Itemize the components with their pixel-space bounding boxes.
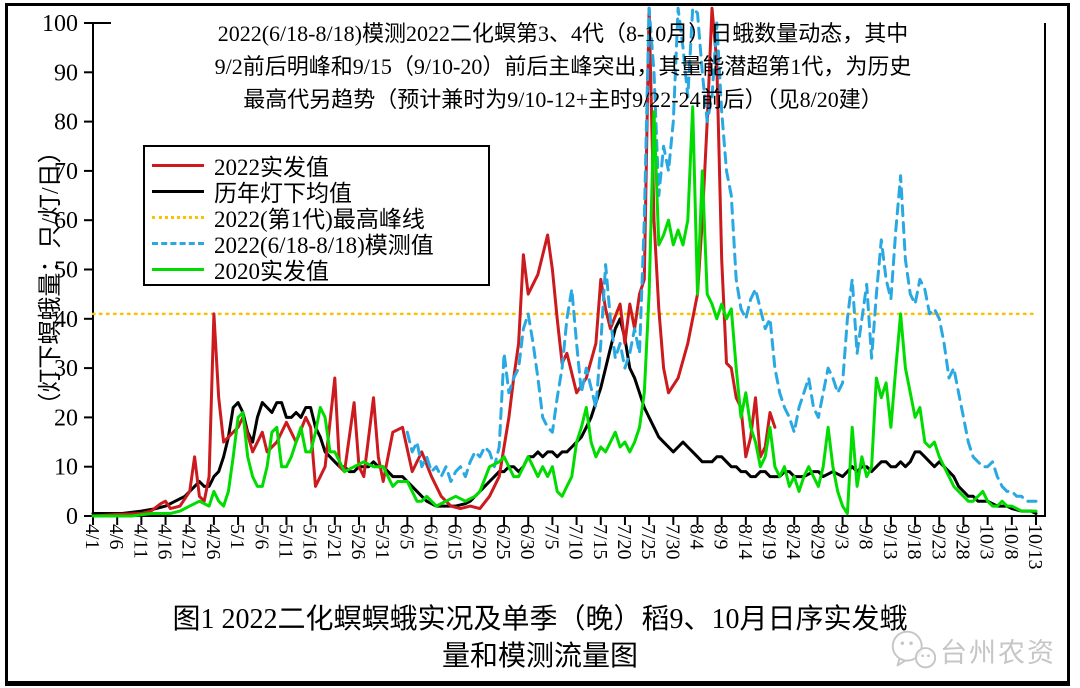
legend-row-3: 2022(第1代)最高峰线 [152, 204, 488, 232]
x-tick-label: 6/25 [492, 524, 514, 560]
legend-row-5: 2020实发值 [152, 256, 488, 284]
y-axis-title-text: （灯下螟蛾量：只/灯/日） [38, 139, 64, 417]
y-tick-label: 0 [66, 504, 78, 530]
x-tick-label: 7/25 [637, 524, 659, 560]
y-tick-label: 60 [54, 208, 78, 234]
x-tick-label: 9/13 [879, 524, 901, 560]
x-tick-label: 9/18 [903, 524, 925, 560]
x-tick-label: 10/8 [1000, 524, 1022, 560]
x-tick-label: 8/29 [806, 524, 828, 560]
chart-title-line-3: 最高代另趋势（预计兼时为9/10-12+主时9/22-24前后）（见8/20建） [243, 87, 883, 112]
legend-row-1: 2022实发值 [152, 152, 488, 180]
y-tick-label: 30 [54, 356, 78, 382]
x-tick-label: 6/10 [420, 524, 442, 560]
legend-label: 2022(6/18-8/18)模测值 [214, 233, 434, 258]
x-tick-label: 5/11 [274, 524, 296, 559]
x-tick-label: 6/15 [444, 524, 466, 560]
x-tick-label: 4/11 [129, 524, 151, 559]
x-tick-label: 5/21 [323, 524, 345, 560]
legend-label: 历年灯下均值 [214, 181, 352, 206]
legend-label: 2020实发值 [214, 259, 329, 284]
legend-solid-line-swatch [152, 163, 204, 167]
x-tick-label: 5/1 [226, 524, 248, 550]
figure-caption-line-2: 量和模测流量图 [441, 641, 638, 672]
legend-row-2: 历年灯下均值 [152, 178, 488, 206]
legend-row-4: 2022(6/18-8/18)模测值 [152, 230, 488, 258]
y-tick-label: 70 [54, 159, 78, 185]
x-tick-label: 4/21 [178, 524, 200, 560]
series-line-4 [405, 6, 1038, 503]
x-tick-label: 4/26 [202, 524, 224, 560]
x-tick-label: 9/23 [927, 524, 949, 560]
x-tick-label: 4/1 [81, 524, 103, 550]
x-tick-label: 8/24 [782, 524, 804, 560]
legend-label: 2022实发值 [214, 155, 329, 180]
chart-legend: 2022实发值 历年灯下均值 2022(第1代)最高峰线 2022(6/18-8/18… [143, 145, 490, 286]
chart-title: 2022(6/18-8/18)模测2022二化螟第3、4代（8-10月）日蛾数量… [88, 17, 1038, 116]
series-line-5 [91, 105, 1038, 518]
x-tick-label: 8/19 [758, 524, 780, 560]
x-tick-label: 8/4 [685, 524, 707, 550]
x-tick-label: 7/10 [565, 524, 587, 560]
y-tick-label: 40 [54, 307, 78, 333]
y-tick-label: 100 [42, 11, 78, 37]
legend-solid-line-swatch [152, 267, 204, 271]
y-tick-label: 50 [54, 258, 78, 284]
x-tick-label: 7/5 [540, 524, 562, 550]
x-tick-label: 10/3 [976, 524, 998, 560]
y-tick-label: 80 [54, 110, 78, 136]
x-tick-label: 6/30 [516, 524, 538, 560]
x-tick-label: 9/8 [855, 524, 877, 550]
x-tick-label: 5/6 [250, 524, 272, 550]
x-tick-label: 7/20 [613, 524, 635, 560]
x-tick-label: 5/31 [371, 524, 393, 560]
series-line-1 [91, 6, 777, 518]
x-tick-label: 7/15 [589, 524, 611, 560]
x-tick-label: 9/28 [951, 524, 973, 560]
legend-dotted-line-swatch [152, 215, 204, 219]
y-tick-label: 20 [54, 405, 78, 431]
figure-caption-line-1: 图1 2022二化螟螟蛾实况及单季（晚）稻9、10月日序实发蛾 [172, 604, 908, 635]
watermark-text: 台州农资 [940, 637, 1056, 668]
x-tick-label: 7/30 [661, 524, 683, 560]
watermark: 台州农资 [886, 626, 1056, 674]
x-tick-label: 8/14 [734, 524, 756, 560]
x-tick-label: 5/26 [347, 524, 369, 560]
legend-label: 2022(第1代)最高峰线 [214, 207, 425, 232]
x-tick-label: 6/20 [468, 524, 490, 560]
chart-title-line-1: 2022(6/18-8/18)模测2022二化螟第3、4代（8-10月）日蛾数量… [217, 21, 909, 46]
figure-caption: 图1 2022二化螟螟蛾实况及单季（晚）稻9、10月日序实发蛾 量和模测流量图 [0, 601, 1080, 675]
x-tick-label: 4/16 [154, 524, 176, 560]
x-tick-label: 6/5 [395, 524, 417, 550]
y-tick-label: 90 [54, 60, 78, 86]
legend-solid-line-swatch [152, 189, 204, 193]
x-tick-label: 4/6 [105, 524, 127, 550]
x-tick-label: 8/9 [710, 524, 732, 550]
legend-dashed-line-swatch [152, 241, 204, 245]
x-tick-label: 9/3 [831, 524, 853, 550]
chart-title-line-2: 9/2前后明峰和9/15（9/10-20）前后主峰突出，其量能潜超第1代，为历史 [214, 54, 912, 79]
y-tick-label: 10 [54, 455, 78, 481]
wechat-bubbles-icon [891, 630, 937, 669]
x-tick-label: 10/13 [1024, 524, 1046, 570]
x-tick-label: 5/16 [299, 524, 321, 560]
